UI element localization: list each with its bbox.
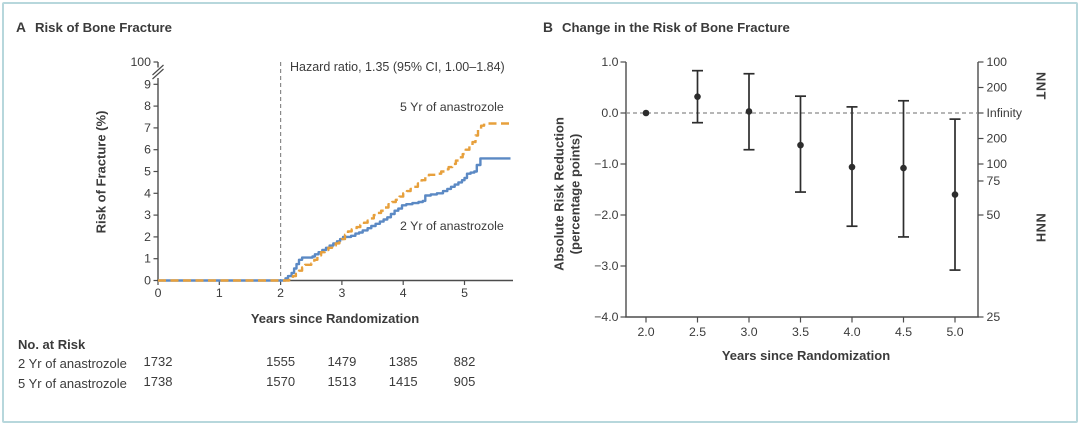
b-x-tick-label: 5.0 xyxy=(946,325,963,339)
b-right-tick-label: 100 xyxy=(987,157,1008,171)
b-y-tick-label: −2.0 xyxy=(594,208,618,222)
point-estimate xyxy=(694,93,701,100)
a-y-tick-label: 0 xyxy=(144,274,151,288)
point-estimate xyxy=(951,191,959,198)
curve-label-2yr: 2 Yr of anastrozole xyxy=(400,219,504,233)
at-risk-value: 1385 xyxy=(389,354,418,369)
point-estimate xyxy=(900,164,907,172)
b-right-tick-label: 100 xyxy=(987,55,1008,69)
b-x-tick-label: 2.0 xyxy=(637,325,654,339)
panel-a-title-text: Risk of Bone Fracture xyxy=(34,20,173,35)
panel-a-letter: A xyxy=(16,20,26,35)
panel-b-title-text: Change in the Risk of Bone Fracture xyxy=(561,20,790,35)
at-risk-value: 1479 xyxy=(327,354,356,369)
panel-a-y-axis-label: Risk of Fracture (%) xyxy=(93,110,109,234)
b-x-tick-label: 3.5 xyxy=(792,325,809,339)
b-right-tick-label: 50 xyxy=(987,208,1001,222)
panel-b-y-axis-label-line2: (percentage points) xyxy=(567,133,582,255)
a-x-tick-label: 3 xyxy=(338,286,345,300)
curve-label-5yr: 5 Yr of anastrozole xyxy=(400,100,504,114)
b-y-tick-label: −4.0 xyxy=(594,310,618,324)
panel-b-title: B Change in the Risk of Bone Fracture xyxy=(543,20,790,35)
a-y-tick-label: 9 xyxy=(144,77,151,91)
panel-b-letter: B xyxy=(543,20,553,35)
at-risk-value: 882 xyxy=(454,354,476,369)
a-y-tick-label: 6 xyxy=(144,143,151,157)
survival-curve-2yr xyxy=(158,157,511,282)
at-risk-value: 1732 xyxy=(144,354,173,369)
at-risk-value: 1738 xyxy=(144,374,173,389)
at-risk-value: 1415 xyxy=(389,374,418,389)
panel-b-y-axis-label-line1: Absolute Risk Reduction xyxy=(551,117,567,271)
panel-b-x-axis-label: Years since Randomization xyxy=(721,348,891,363)
a-y-tick-label: 8 xyxy=(144,99,151,113)
panel-a-x-axis-label: Years since Randomization xyxy=(250,311,420,326)
a-y-tick-label: 3 xyxy=(144,208,151,222)
b-right-tick-label: 75 xyxy=(987,174,1001,188)
b-right-tick-label: 25 xyxy=(987,310,1001,324)
point-estimate xyxy=(797,141,804,149)
a-y-tick-label: 5 xyxy=(144,165,151,179)
point-estimate xyxy=(848,163,856,171)
point-estimate xyxy=(745,108,753,115)
a-y-tick-label: 2 xyxy=(144,230,151,244)
a-y-tick-label: 4 xyxy=(144,186,151,200)
a-y-tick-label: 7 xyxy=(144,121,151,135)
b-y-tick-label: 0.0 xyxy=(601,106,618,120)
b-y-tick-label: −1.0 xyxy=(594,157,618,171)
b-y-tick-label: 1.0 xyxy=(601,55,618,69)
at-risk-table-title: No. at Risk xyxy=(18,337,86,352)
a-x-tick-label: 2 xyxy=(277,286,284,300)
point-estimate xyxy=(642,109,650,117)
b-x-tick-label: 4.0 xyxy=(843,325,860,339)
at-risk-row-label-2yr: 2 Yr of anastrozole xyxy=(18,355,127,371)
panel-a-title: A Risk of Bone Fracture xyxy=(16,20,172,35)
a-x-tick-label: 1 xyxy=(216,286,223,300)
at-risk-value: 1555 xyxy=(266,354,295,369)
nnh-axis-label: NNH xyxy=(1033,213,1049,243)
b-right-tick-label: 200 xyxy=(987,132,1008,146)
at-risk-value: 1570 xyxy=(266,374,295,389)
b-right-tick-label: 200 xyxy=(987,81,1008,95)
b-right-tick-label: Infinity xyxy=(987,106,1023,120)
survival-curve-5yr xyxy=(158,122,511,282)
a-y-tick-label: 1 xyxy=(144,252,151,266)
a-x-tick-label: 5 xyxy=(461,286,468,300)
a-x-tick-label: 4 xyxy=(400,286,407,300)
a-x-tick-label: 0 xyxy=(155,286,162,300)
a-y-top-tick-label: 100 xyxy=(130,55,151,69)
b-y-tick-label: −3.0 xyxy=(594,259,618,273)
at-risk-value: 1513 xyxy=(327,374,356,389)
b-x-tick-label: 2.5 xyxy=(689,325,706,339)
at-risk-row-label-5yr: 5 Yr of anastrozole xyxy=(18,375,127,391)
hazard-ratio-annotation: Hazard ratio, 1.35 (95% CI, 1.00–1.84) xyxy=(290,60,505,74)
nnt-axis-label: NNT xyxy=(1033,71,1049,101)
b-x-tick-label: 3.0 xyxy=(740,325,757,339)
panel-b-y-axis-label: Absolute Risk Reduction (percentage poin… xyxy=(551,117,582,271)
at-risk-value: 905 xyxy=(454,374,476,389)
b-x-tick-label: 4.5 xyxy=(895,325,912,339)
